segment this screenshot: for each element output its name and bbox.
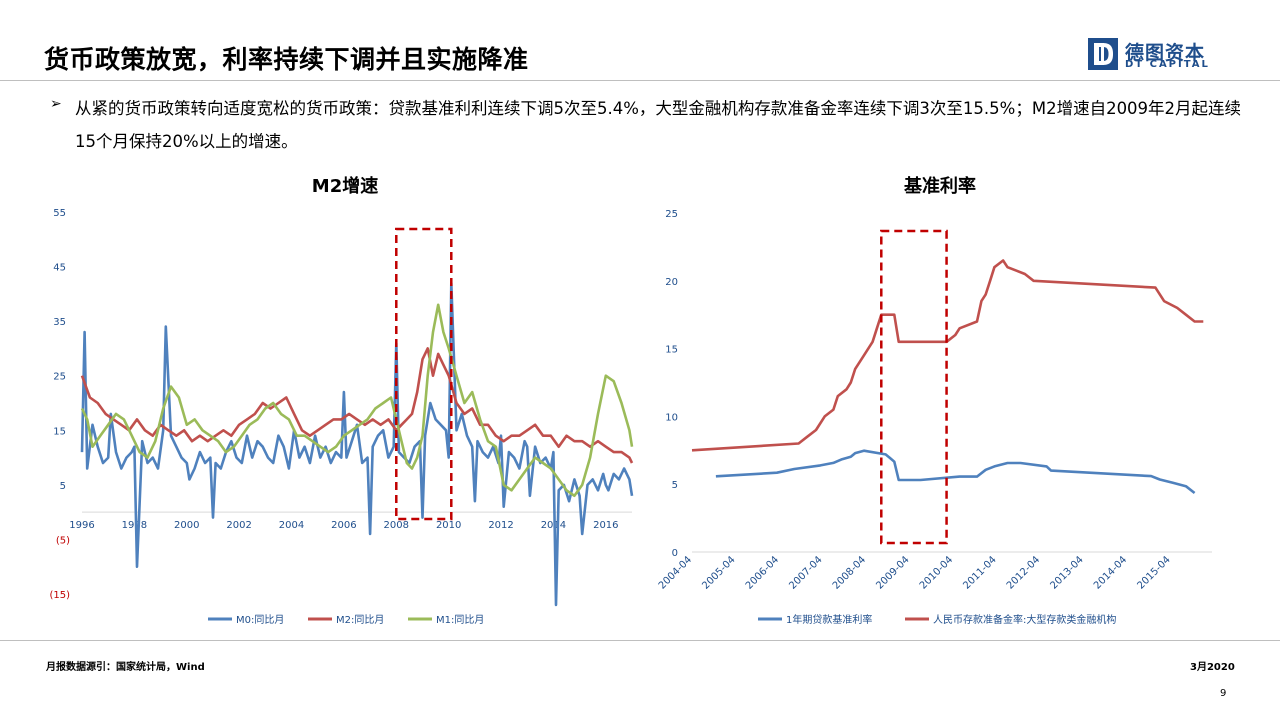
series-line-m2: [80, 347, 634, 464]
x-tick-label: 1996: [69, 520, 94, 531]
legend-label: M2:同比月: [336, 614, 384, 626]
y-tick-label: 15: [53, 426, 66, 437]
footer-divider: [0, 640, 1280, 641]
y-tick-label: 5: [60, 481, 66, 492]
legend-label: 人民币存款准备金率:大型存款类金融机构: [933, 613, 1116, 626]
y-tick-label: 35: [53, 317, 66, 328]
footer-date: 3月2020: [1190, 662, 1235, 673]
chart-title-m2: M2增速: [311, 176, 379, 197]
bullet-text: 从紧的货币政策转向适度宽松的货币政策：贷款基准利利连续下调5次至5.4%，大型金…: [75, 99, 1242, 151]
bullet-arrow-icon: ➢: [50, 96, 62, 112]
series-line-m1: [80, 303, 634, 498]
x-tick-label: 2010: [436, 520, 461, 531]
x-tick-label: 2006-04: [744, 554, 781, 591]
x-tick-label: 2016: [593, 520, 618, 531]
y-tick-label: 0: [672, 548, 678, 559]
x-tick-label: 2015-04: [1135, 554, 1172, 591]
x-tick-label: 2005-04: [700, 554, 737, 591]
x-tick-label: 2004: [279, 520, 304, 531]
series-line-loan-rate: [715, 449, 1196, 495]
y-tick-label-negative: (15): [49, 590, 70, 601]
logo-chinese-name: 德图资本: [1125, 42, 1206, 64]
page-title: 货币政策放宽，利率持续下调并且实施降准: [44, 45, 529, 74]
legend-label: M1:同比月: [436, 614, 484, 626]
series-line-m0: [80, 281, 634, 607]
company-logo: 德图资本 DT CAPITAL: [1088, 38, 1238, 72]
x-tick-label: 2011-04: [961, 554, 998, 591]
x-tick-label: 2013-04: [1048, 554, 1085, 591]
x-tick-label: 2008: [384, 520, 409, 531]
y-tick-label: 25: [53, 372, 66, 383]
x-tick-label: 2014-04: [1092, 554, 1129, 591]
x-tick-label: 2002: [226, 520, 251, 531]
x-tick-label: 2009-04: [874, 554, 911, 591]
m2-growth-chart: 55 45 35 25 15 5 (5) (15) 1996 1998 2000 2002 2004 20…: [49, 208, 634, 626]
x-tick-label: 2012: [488, 520, 513, 531]
y-tick-label: 25: [665, 209, 678, 220]
footer-source: 月报数据源引：国家统计局，Wind: [46, 662, 205, 673]
y-tick-label: 20: [665, 277, 678, 288]
y-tick-label: 55: [53, 208, 66, 219]
x-tick-label: 2012-04: [1005, 554, 1042, 591]
legend-label: 1年期贷款基准利率: [786, 613, 872, 626]
y-tick-label: 45: [53, 263, 66, 274]
y-tick-label: 15: [665, 345, 678, 356]
y-tick-label-negative: (5): [56, 535, 70, 546]
x-tick-label: 2008-04: [831, 554, 868, 591]
page-number: 9: [1220, 688, 1227, 699]
dt-logo-icon: [1088, 38, 1118, 70]
legend-label: M0:同比月: [236, 614, 284, 626]
x-tick-label: 2006: [331, 520, 356, 531]
logo-english-name: DT CAPITAL: [1125, 59, 1210, 70]
x-tick-label: 2010-04: [918, 554, 955, 591]
x-tick-label: 2000: [174, 520, 199, 531]
highlight-box: [880, 229, 948, 545]
y-tick-label: 5: [672, 480, 678, 491]
y-tick-label: 10: [665, 412, 678, 423]
series-line-reserve-ratio: [691, 259, 1204, 452]
highlight-box: [395, 227, 453, 521]
chart-title-benchmark-rate: 基准利率: [904, 176, 976, 197]
x-tick-label: 2004-04: [657, 554, 694, 591]
x-tick-label: 1998: [122, 520, 147, 531]
x-tick-label: 2007-04: [787, 554, 824, 591]
header-divider: [0, 80, 1280, 81]
